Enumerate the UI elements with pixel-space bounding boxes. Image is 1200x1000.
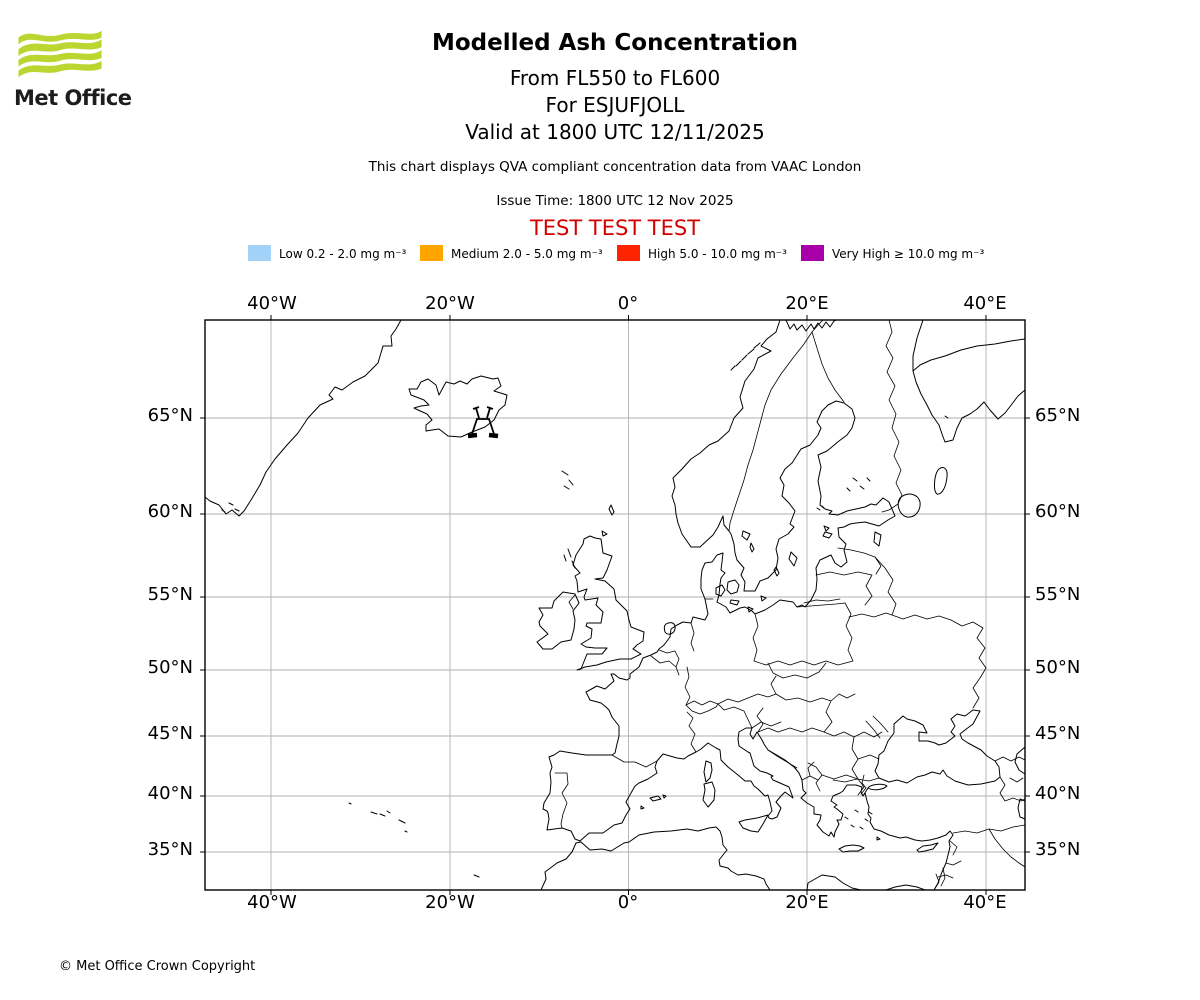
y-tick-right-50n: 50°N <box>1035 657 1081 678</box>
test-banner: TEST TEST TEST <box>529 216 701 240</box>
y-tick-left-60n: 60°N <box>147 501 193 522</box>
country-borders <box>554 319 1026 891</box>
x-tick-bottom-20w: 20°W <box>425 892 475 913</box>
y-tick-left-50n: 50°N <box>147 657 193 678</box>
legend-label-very-high: Very High ≥ 10.0 mg m⁻³ <box>832 247 985 261</box>
y-tick-right-55n: 55°N <box>1035 584 1081 605</box>
legend-label-high: High 5.0 - 10.0 mg m⁻³ <box>648 247 787 261</box>
x-tick-bottom-20e: 20°E <box>785 892 829 913</box>
page-title: Modelled Ash Concentration <box>431 30 799 56</box>
x-tick-bottom-40e: 40°E <box>963 892 1007 913</box>
y-tick-left-35n: 35°N <box>147 839 193 860</box>
subtitle-volcano: For ESJUFJOLL <box>545 93 685 117</box>
issue-time: Issue Time: 1800 UTC 12 Nov 2025 <box>496 193 734 209</box>
met-office-logo-waves-icon <box>18 30 102 78</box>
coastlines <box>204 319 1026 891</box>
qva-description: This chart displays QVA compliant concen… <box>368 159 862 175</box>
subtitle-flight-levels: From FL550 to FL600 <box>509 66 721 90</box>
met-office-brand-text: Met Office <box>14 86 132 110</box>
y-tick-right-65n: 65°N <box>1035 405 1081 426</box>
y-tick-right-45n: 45°N <box>1035 723 1081 744</box>
x-tick-bottom-40w: 40°W <box>247 892 297 913</box>
volcano-icon <box>467 406 499 439</box>
y-tick-left-45n: 45°N <box>147 723 193 744</box>
legend-swatch-very-high <box>801 245 824 261</box>
legend-label-low: Low 0.2 - 2.0 mg m⁻³ <box>279 247 407 261</box>
y-tick-right-40n: 40°N <box>1035 783 1081 804</box>
copyright-text: © Met Office Crown Copyright <box>59 959 256 974</box>
subtitle-valid-time: Valid at 1800 UTC 12/11/2025 <box>465 120 765 144</box>
graticule <box>205 320 1025 890</box>
map-canvas <box>200 315 1030 895</box>
legend-label-medium: Medium 2.0 - 5.0 mg m⁻³ <box>451 247 603 261</box>
x-tick-top-40e: 40°E <box>963 293 1007 314</box>
map-frame <box>204 319 1026 891</box>
y-tick-right-35n: 35°N <box>1035 839 1081 860</box>
legend-swatch-medium <box>420 245 443 261</box>
axis-ticks <box>200 315 1030 895</box>
y-tick-left-65n: 65°N <box>147 405 193 426</box>
y-tick-right-60n: 60°N <box>1035 501 1081 522</box>
legend-swatch-low <box>248 245 271 261</box>
x-tick-top-0: 0° <box>617 293 639 314</box>
x-tick-top-40w: 40°W <box>247 293 297 314</box>
y-tick-left-40n: 40°N <box>147 783 193 804</box>
header: Modelled Ash Concentration From FL550 to… <box>15 30 1200 240</box>
x-tick-top-20w: 20°W <box>425 293 475 314</box>
legend-swatch-high <box>617 245 640 261</box>
x-tick-top-20e: 20°E <box>785 293 829 314</box>
y-tick-left-55n: 55°N <box>147 584 193 605</box>
x-tick-bottom-0: 0° <box>617 892 639 913</box>
